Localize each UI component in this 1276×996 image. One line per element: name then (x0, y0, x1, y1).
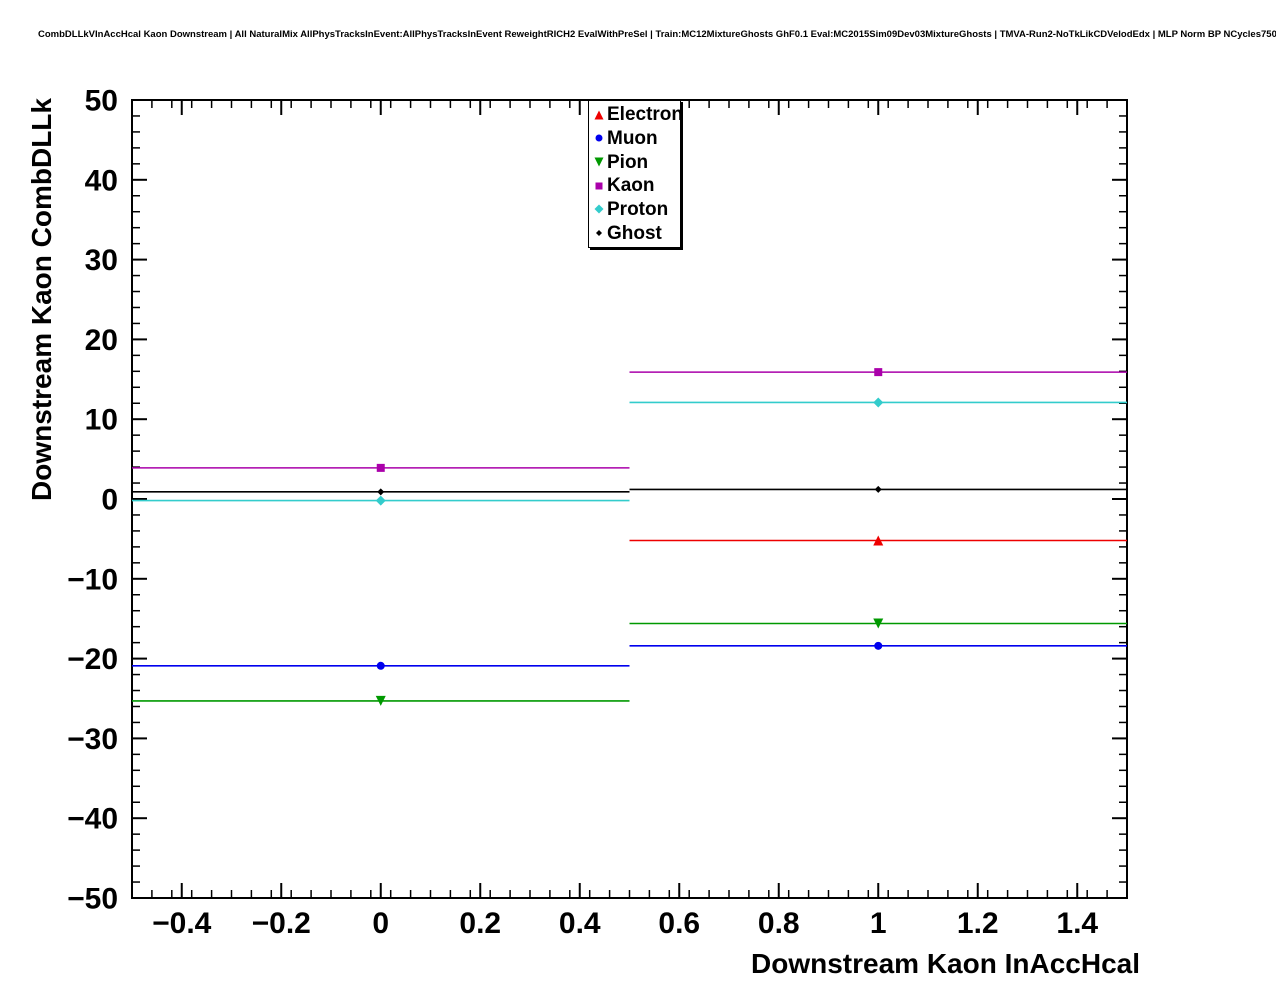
x-axis-title: Downstream Kaon InAccHcal (751, 948, 1140, 979)
y-axis-title: Downstream Kaon CombDLLk (26, 98, 57, 501)
x-tick-label: 0.2 (459, 907, 501, 940)
legend-marker-glyph (595, 182, 603, 190)
legend-item-kaon: Kaon (592, 176, 680, 195)
y-tick-label: 50 (85, 85, 118, 118)
x-tick-label: 1 (870, 907, 887, 940)
legend-marker-glyph (594, 110, 604, 120)
y-tick-label: −20 (67, 643, 118, 676)
series-muon-marker (874, 641, 883, 650)
series-kaon-marker (874, 368, 883, 377)
legend: Electron Muon Pion Kaon Proton Ghost (588, 100, 684, 248)
y-tick-label: −10 (67, 563, 118, 596)
y-tick-label: 0 (101, 484, 118, 517)
y-tick-label: −40 (67, 803, 118, 836)
series-electron-marker (873, 535, 884, 546)
legend-item-pion: Pion (592, 153, 680, 172)
legend-marker-glyph (594, 157, 604, 167)
legend-marker-ghost-icon (596, 230, 602, 237)
legend-label: Muon (607, 127, 658, 149)
series-proton-marker (873, 397, 884, 408)
legend-marker-proton-icon (594, 204, 604, 214)
y-tick-label: −30 (67, 723, 118, 756)
y-tick-label: 10 (85, 404, 118, 437)
y-tick-label: 40 (85, 164, 118, 197)
x-tick-label: 0.8 (758, 907, 800, 940)
legend-label: Pion (607, 151, 649, 173)
x-tick-label: −0.4 (152, 907, 212, 940)
legend-item-electron: Electron (592, 104, 684, 126)
x-tick-label: 0 (372, 907, 389, 940)
legend-marker-pion-icon (594, 157, 604, 167)
y-tick-label: −50 (67, 883, 118, 916)
series-muon-marker (376, 661, 385, 670)
series-ghost-marker (377, 488, 385, 496)
legend-item-ghost: Ghost (592, 224, 680, 243)
legend-marker-glyph (595, 134, 603, 142)
legend-item-muon: Muon (592, 129, 680, 148)
series-proton-marker (375, 495, 386, 506)
x-tick-label: 0.6 (658, 907, 700, 940)
legend-label: Kaon (607, 175, 655, 197)
series-pion-marker (375, 695, 386, 706)
legend-label: Proton (607, 198, 669, 220)
plot-title: CombDLLkVInAccHcal Kaon Downstream | All… (38, 29, 1276, 40)
x-tick-label: −0.2 (252, 907, 311, 940)
legend-label: Ghost (607, 222, 662, 244)
x-tick-label: 1.4 (1056, 907, 1098, 940)
x-tick-label: 0.4 (559, 907, 601, 940)
series-pion-marker (873, 618, 884, 629)
x-tick-label: 1.2 (957, 907, 999, 940)
legend-marker-kaon-icon (595, 182, 603, 190)
series-kaon-marker (376, 463, 385, 472)
legend-marker-glyph (596, 230, 602, 237)
y-tick-label: 20 (85, 324, 118, 357)
legend-label: Electron (607, 104, 684, 126)
legend-marker-electron-icon (594, 110, 604, 120)
series-ghost-marker (874, 485, 882, 493)
y-tick-label: 30 (85, 244, 118, 277)
legend-marker-glyph (594, 204, 604, 214)
legend-marker-muon-icon (595, 134, 603, 142)
legend-item-proton: Proton (592, 200, 680, 219)
